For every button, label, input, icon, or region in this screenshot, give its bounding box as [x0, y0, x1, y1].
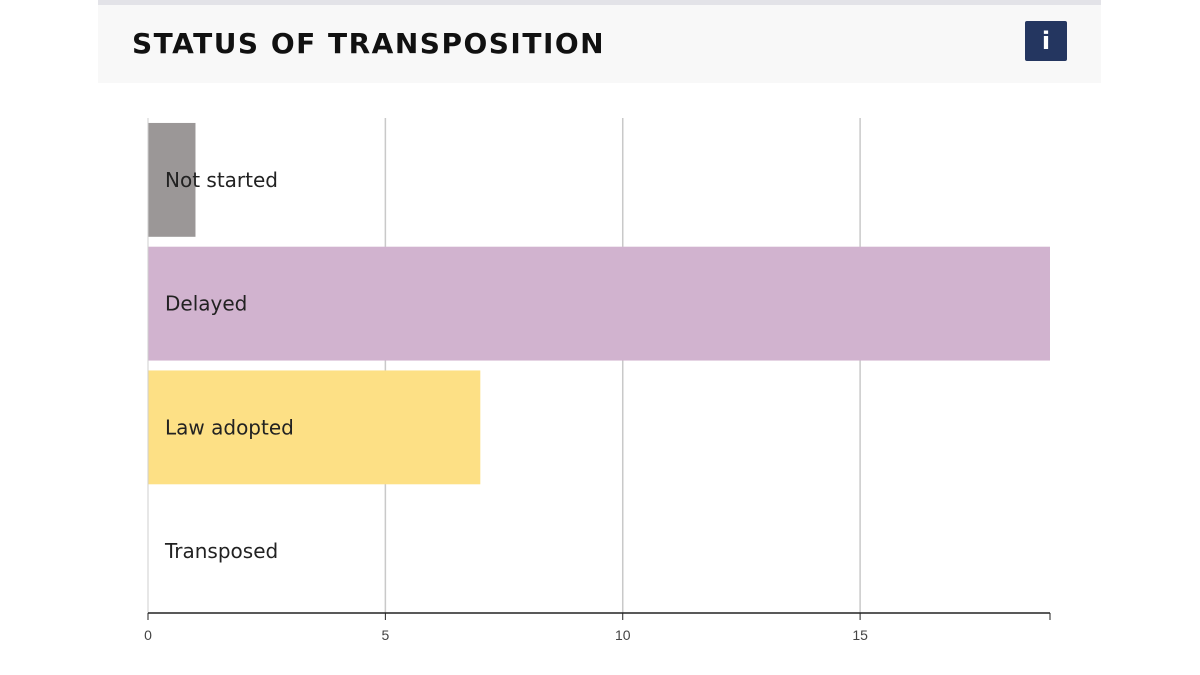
x-tick-label: 0	[144, 627, 152, 643]
x-tick-label: 15	[852, 627, 868, 643]
panel-top-border	[98, 0, 1101, 5]
bar-label: Transposed	[164, 539, 278, 563]
bar	[148, 122, 196, 237]
bar	[148, 370, 481, 485]
panel-title: STATUS OF TRANSPOSITION	[132, 27, 606, 60]
bar	[148, 246, 1050, 361]
bar-label: Not started	[165, 168, 278, 192]
info-icon: i	[1041, 27, 1051, 55]
chart-panel: STATUS OF TRANSPOSITION i	[98, 0, 1101, 675]
info-button[interactable]: i	[1025, 21, 1067, 61]
x-tick-label: 10	[615, 627, 631, 643]
x-tick-label: 5	[381, 627, 389, 643]
bar-label: Law adopted	[165, 415, 294, 439]
panel-header: STATUS OF TRANSPOSITION i	[98, 5, 1101, 83]
bar-label: Delayed	[165, 292, 247, 316]
